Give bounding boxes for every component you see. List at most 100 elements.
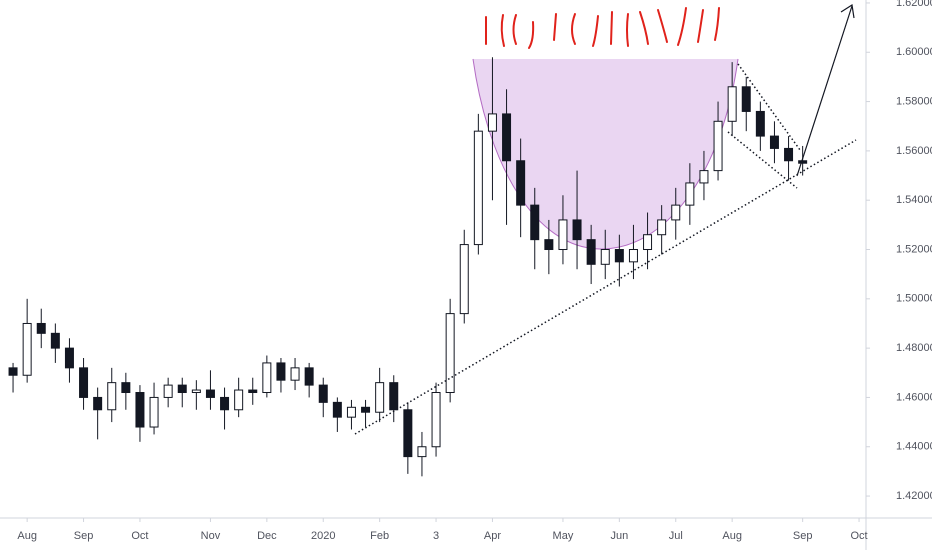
- candle-body: [389, 382, 399, 411]
- candle-body: [502, 113, 512, 162]
- x-tick-label: 3: [433, 530, 439, 542]
- candle-body: [530, 204, 540, 241]
- x-tick-label: May: [553, 530, 574, 542]
- mark: [500, 14, 505, 47]
- candle-body: [685, 182, 695, 206]
- x-tick-label: Aug: [17, 530, 37, 542]
- candle-body: [431, 392, 441, 448]
- x-tick-label: Aug: [722, 530, 742, 542]
- x-tick-label: Sep: [74, 530, 94, 542]
- channel-line: [737, 63, 801, 151]
- mark: [553, 13, 557, 41]
- candle-body: [8, 367, 18, 376]
- candle-body: [346, 406, 356, 418]
- y-tick-label: 1.46000: [896, 391, 932, 403]
- y-tick-label: 1.60000: [896, 46, 932, 58]
- candle-body: [769, 135, 779, 149]
- y-tick-label: 1.50000: [896, 293, 932, 305]
- candle-body: [586, 239, 596, 265]
- x-tick-label: Jul: [669, 530, 683, 542]
- mark: [610, 11, 613, 45]
- candle-body: [304, 367, 314, 386]
- candle-body: [657, 219, 667, 236]
- candle-body: [643, 234, 653, 251]
- x-tick-label: Jun: [610, 530, 628, 542]
- candle-body: [727, 86, 737, 122]
- candle-body: [163, 384, 173, 398]
- candle-body: [614, 249, 624, 263]
- candle-body: [64, 347, 74, 369]
- x-tick-label: Sep: [793, 530, 813, 542]
- candle-body: [107, 382, 117, 411]
- candle-body: [600, 249, 610, 265]
- candle-body: [671, 204, 681, 221]
- x-tick-label: 2020: [311, 530, 335, 542]
- candle-body: [248, 389, 258, 394]
- candle-body: [572, 219, 582, 241]
- candle-body: [798, 160, 808, 164]
- plot-area: [8, 57, 808, 477]
- candle-body: [22, 322, 32, 376]
- arrow: [796, 4, 855, 177]
- hand-marks: [485, 7, 720, 49]
- cup-drawing: [472, 58, 739, 250]
- trendline: [354, 139, 857, 435]
- cup-outline: [472, 58, 739, 250]
- mark: [592, 15, 599, 47]
- candle-body: [628, 249, 638, 263]
- candle-body: [403, 409, 413, 458]
- arrow-head: [840, 4, 855, 19]
- channel-line: [727, 131, 798, 189]
- mark: [512, 14, 517, 45]
- candle-body: [50, 332, 60, 349]
- x-tick-label: Apr: [484, 530, 501, 542]
- y-tick-label: 1.62000: [896, 0, 932, 9]
- candle-body: [417, 446, 427, 458]
- mark: [657, 9, 668, 43]
- candle-body: [558, 219, 568, 251]
- x-tick-label: Oct: [850, 530, 867, 542]
- mark: [639, 11, 649, 45]
- y-tick-label: 1.54000: [896, 194, 932, 206]
- candle-body: [318, 384, 328, 403]
- x-tick-label: Oct: [131, 530, 148, 542]
- y-tick-label: 1.56000: [896, 145, 932, 157]
- candle-body: [473, 130, 483, 246]
- candle-body: [516, 160, 526, 206]
- candle-body: [135, 392, 145, 428]
- y-tick-label: 1.42000: [896, 490, 932, 502]
- mark: [714, 7, 720, 41]
- x-tick-label: Feb: [370, 530, 389, 542]
- y-tick-label: 1.58000: [896, 95, 932, 107]
- candle-body: [713, 120, 723, 172]
- cup-fill: [473, 59, 738, 250]
- candle-body: [177, 384, 187, 394]
- candle-body: [459, 244, 469, 315]
- x-tick-label: Dec: [257, 530, 277, 542]
- y-tick-label: 1.48000: [896, 342, 932, 354]
- candle-body: [234, 389, 244, 411]
- candle-body: [332, 401, 342, 418]
- candle-body: [784, 147, 794, 162]
- candle-body: [699, 170, 709, 184]
- candle-body: [149, 396, 159, 428]
- candle-body: [375, 382, 385, 413]
- candle-body: [191, 389, 201, 394]
- candle-body: [290, 367, 300, 381]
- candle-body: [205, 389, 215, 398]
- candle-body: [121, 382, 131, 394]
- candle-body: [276, 362, 286, 381]
- candle-body: [220, 396, 230, 411]
- x-tick-label: Nov: [201, 530, 221, 542]
- candle-body: [93, 396, 103, 411]
- mark: [571, 13, 576, 45]
- arrow-shaft: [796, 5, 853, 177]
- candle-body: [36, 322, 46, 334]
- candle-body: [445, 313, 455, 394]
- candle-body: [544, 239, 554, 251]
- y-tick-label: 1.44000: [896, 441, 932, 453]
- mark: [528, 21, 535, 49]
- candle-body: [262, 362, 272, 394]
